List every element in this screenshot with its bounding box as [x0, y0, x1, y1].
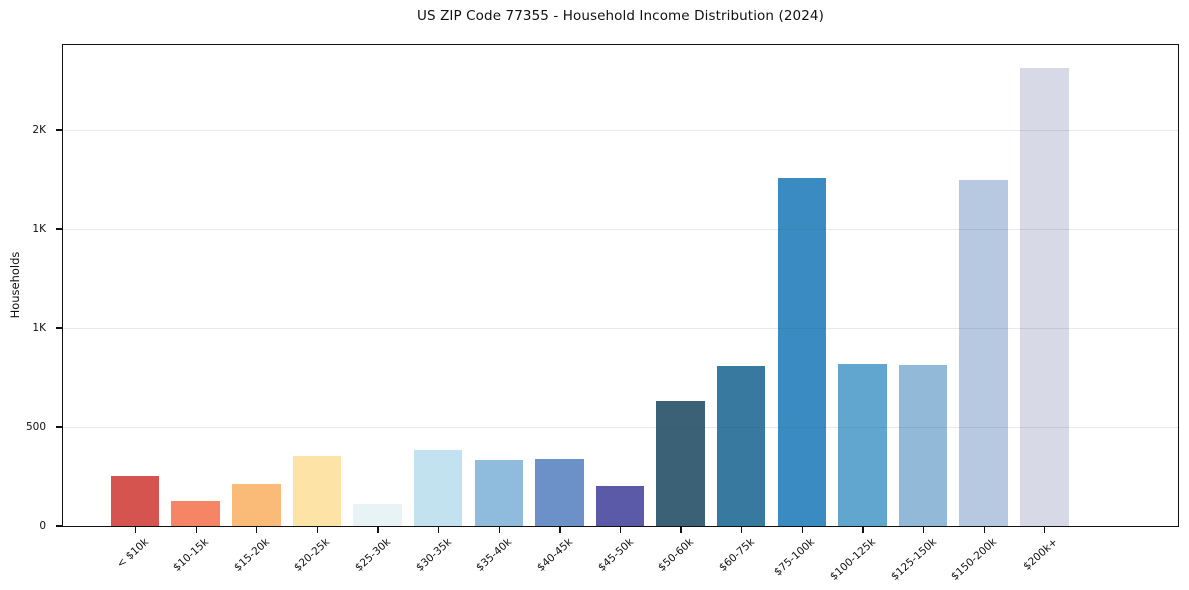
- gridline-1000: [63, 327, 1178, 329]
- x-tick-mark: [862, 527, 864, 533]
- bar-$150-200k: [959, 180, 1008, 526]
- y-tick-labels: 0 500 1K 1K 2K: [0, 44, 55, 532]
- bar-$100-125k: [838, 364, 887, 526]
- x-tick-mark: [983, 527, 985, 533]
- x-tick-mark: [922, 527, 925, 533]
- x-tick-mark: [680, 527, 682, 533]
- x-tick-mark: [498, 527, 500, 533]
- x-tick-label: $60-75k: [716, 536, 757, 574]
- bar-< $10k: [110, 475, 160, 526]
- bar-$10-15k: [171, 501, 220, 526]
- x-axis-layer: < $10k $10-15k $15-20k $20-25k $25-30k $30-35…: [62, 527, 1179, 590]
- x-tick-label: $150-200k: [949, 536, 1000, 583]
- y-tick-mark: [56, 327, 62, 329]
- y-tick-mark: [56, 228, 62, 230]
- gridline-1500: [63, 228, 1178, 230]
- x-tick-label: $100-125k: [827, 536, 878, 583]
- x-tick-label: $200k+: [1020, 536, 1060, 573]
- x-tick-label: < $10k: [114, 536, 151, 571]
- x-tick-label: $75-100k: [772, 536, 818, 579]
- x-tick-mark: [619, 527, 622, 533]
- y-tick-label: 1K: [32, 222, 46, 235]
- y-tick-mark: [56, 525, 62, 527]
- x-tick-label: $40-45k: [534, 536, 575, 574]
- y-tick-mark: [56, 426, 62, 428]
- y-tick-label: 500: [25, 420, 46, 433]
- x-tick-mark: [195, 527, 197, 533]
- x-tick-mark: [1044, 527, 1046, 533]
- x-tick-mark: [316, 527, 319, 533]
- y-tick-label: 2K: [32, 123, 46, 136]
- y-tick-label: 0: [39, 519, 46, 532]
- plot-area: [56, 44, 1179, 527]
- bar-$20-25k: [292, 455, 342, 526]
- bar-$25-30k: [353, 504, 402, 526]
- bar-$75-100k: [777, 178, 827, 526]
- x-tick-label: $25-30k: [352, 536, 394, 574]
- bar-$125-150k: [898, 365, 948, 526]
- x-tick-mark: [801, 527, 803, 533]
- x-tick-label: $20-25k: [292, 536, 333, 574]
- x-tick-mark: [256, 527, 258, 533]
- y-tick-label: 1K: [32, 321, 46, 334]
- bar-$50-60k: [656, 400, 705, 526]
- y-tick-mark: [56, 129, 62, 131]
- x-tick-label: $125-150k: [888, 536, 939, 583]
- x-tick-label: $15-20k: [231, 536, 272, 574]
- gridline-500: [63, 426, 1178, 428]
- x-tick-mark: [377, 527, 379, 533]
- x-tick-mark: [741, 527, 743, 533]
- chart-title: US ZIP Code 77355 - Household Income Dis…: [417, 8, 824, 24]
- x-tick-mark: [438, 527, 440, 533]
- bar-$60-75k: [716, 366, 766, 526]
- bar-$35-40k: [474, 460, 524, 526]
- gridline-2000: [63, 129, 1178, 131]
- bar-$15-20k: [232, 484, 281, 526]
- x-tick-mark: [559, 527, 561, 533]
- bar-$30-35k: [413, 450, 463, 526]
- x-tick-label: $45-50k: [595, 536, 636, 574]
- x-tick-mark: [134, 527, 137, 533]
- x-tick-label: $50-60k: [655, 536, 697, 574]
- bar-$40-45k: [535, 459, 584, 526]
- bar-$45-50k: [595, 486, 645, 526]
- x-tick-label: $30-35k: [413, 536, 454, 574]
- x-tick-label: $35-40k: [474, 536, 515, 574]
- bar-$200k+: [1020, 68, 1069, 526]
- x-tick-label: $10-15k: [171, 536, 212, 574]
